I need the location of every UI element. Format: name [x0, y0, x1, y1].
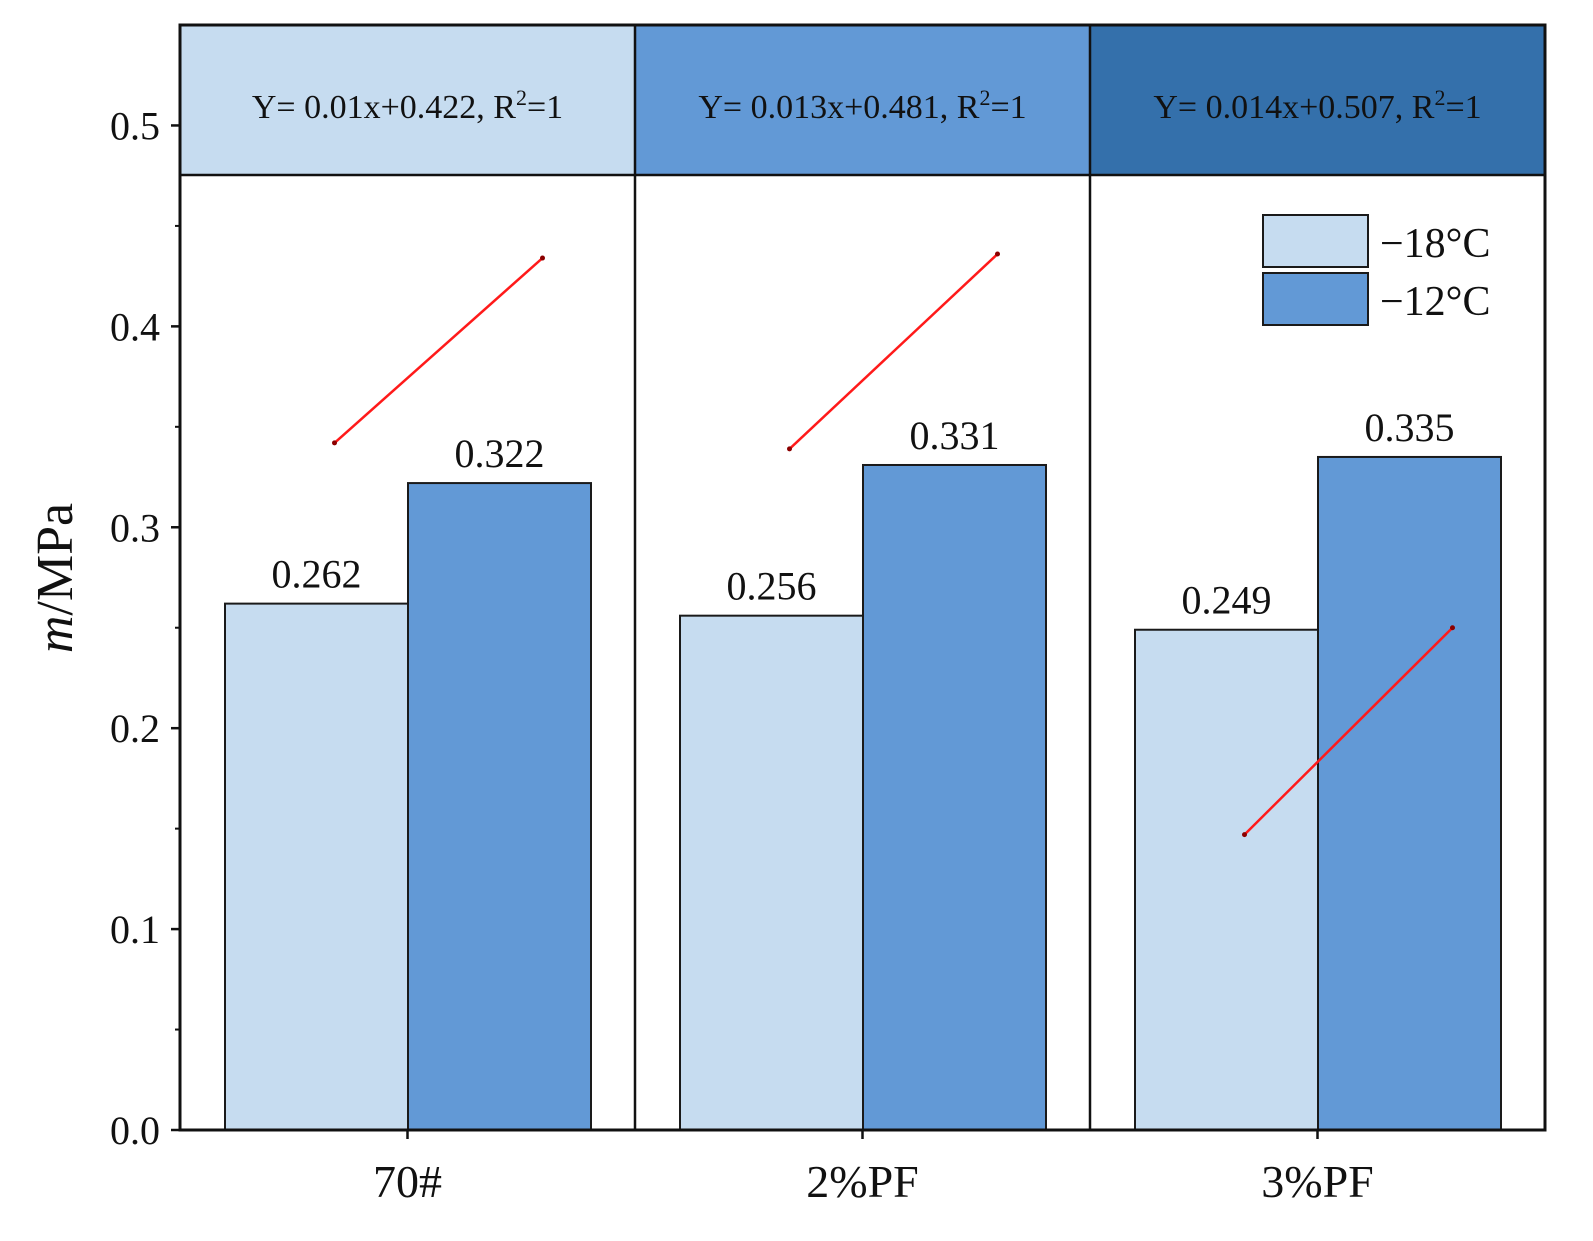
bar [224, 602, 409, 1131]
fit-line-point [1242, 832, 1247, 838]
fit-line-point [1450, 625, 1455, 631]
bar-value-label: 0.262 [272, 552, 362, 597]
bar [1317, 455, 1502, 1132]
legend-swatch [1262, 272, 1369, 326]
bar [407, 482, 592, 1131]
y-tick-label: 0.5 [110, 103, 160, 148]
bar-value-label: 0.335 [1365, 405, 1455, 450]
bar-value-label: 0.331 [910, 413, 1000, 458]
y-tick-label: 0.0 [110, 1108, 160, 1153]
equation-label: Y= 0.014x+0.507, R2=1 [1153, 85, 1481, 126]
fit-line [1243, 626, 1454, 836]
bar-value-label: 0.256 [727, 564, 817, 609]
fit-line-point [787, 446, 792, 452]
equation-label: Y= 0.01x+0.422, R2=1 [252, 85, 563, 126]
bar-value-label: 0.249 [1182, 578, 1272, 623]
bar-value-label: 0.322 [455, 431, 545, 476]
x-tick-label: 2%PF [806, 1156, 918, 1207]
bar [862, 463, 1047, 1131]
x-tick-label: 3%PF [1261, 1156, 1373, 1207]
header-strip-2 [635, 25, 1090, 175]
fit-line-point [995, 251, 1000, 257]
fit-line [333, 257, 544, 444]
y-tick-label: 0.3 [110, 505, 160, 550]
fit-line-point [540, 255, 545, 261]
header-strip-3 [1090, 25, 1545, 175]
legend-label: −18°C [1380, 221, 1491, 267]
bar [679, 614, 864, 1131]
x-tick-label: 70# [373, 1156, 442, 1207]
legend-swatch [1262, 214, 1369, 268]
y-axis-label: m/MPa [27, 503, 84, 653]
legend-label: −12°C [1380, 279, 1491, 325]
fit-line [788, 253, 999, 450]
y-tick-label: 0.4 [110, 304, 160, 349]
y-tick-label: 0.2 [110, 706, 160, 751]
fit-line-point [332, 440, 337, 446]
bar [1134, 628, 1319, 1132]
y-tick-label: 0.1 [110, 907, 160, 952]
header-strip-1 [180, 25, 635, 175]
equation-label: Y= 0.013x+0.481, R2=1 [698, 85, 1026, 126]
